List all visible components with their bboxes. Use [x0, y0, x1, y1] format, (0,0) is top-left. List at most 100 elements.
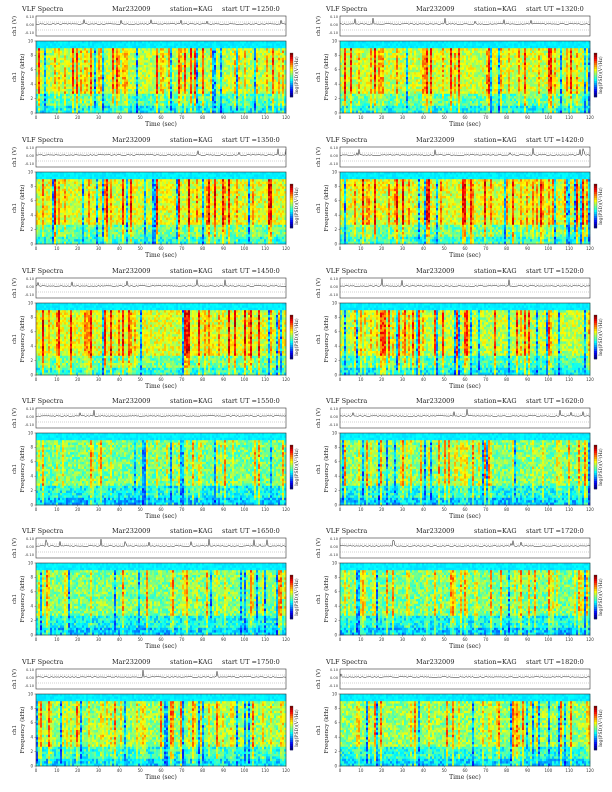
y-tick-label: 0 — [30, 632, 33, 637]
colorbar: log(PSD)(V²/Hz) — [289, 183, 300, 229]
spectrogram-panel: VLF Spectra Mar232009 station=KAG start UT … — [312, 136, 604, 265]
x-tick-label: 10 — [358, 115, 364, 120]
waveform-tick-label: 0.10 — [26, 537, 35, 541]
x-tick-label: 40 — [117, 507, 123, 512]
spectrogram: 0 10 20 30 40 50 60 70 80 90 100 110 120 0 2 4 6 8 10 Time … — [12, 430, 290, 520]
waveform-tick-label: 0.00 — [330, 154, 339, 158]
x-tick-label: 120 — [282, 768, 290, 773]
station-label: station=KAG — [474, 658, 517, 666]
x-tick-label: 40 — [117, 246, 123, 251]
y-tick-label: 8 — [30, 575, 33, 580]
y-tick-label: 6 — [334, 198, 337, 203]
y-tick-label: 0 — [30, 241, 33, 246]
y-tick-label: 2 — [30, 96, 33, 101]
y-tick-label: 6 — [30, 329, 33, 334]
colorbar: log(PSD)(V²/Hz) — [289, 314, 300, 360]
x-tick-label: 120 — [586, 507, 594, 512]
waveform-tick-label: 0.00 — [26, 285, 35, 289]
x-tick-label: 0 — [339, 377, 342, 382]
y-tick-label: 8 — [30, 184, 33, 189]
x-tick-label: 80 — [504, 115, 510, 120]
waveform-strip: 0.10 0.00 -0.10 ch1 (V) — [11, 407, 287, 429]
x-tick-label: 90 — [221, 377, 227, 382]
x-tick-label: 120 — [282, 637, 290, 642]
x-tick-label: 0 — [339, 246, 342, 251]
x-tick-label: 40 — [421, 768, 427, 773]
x-tick-label: 80 — [504, 246, 510, 251]
start-ut-label: start UT =1520:0 — [526, 267, 584, 275]
date-label: Mar232009 — [416, 136, 454, 144]
x-tick-label: 70 — [179, 637, 185, 642]
x-tick-label: 0 — [35, 768, 38, 773]
date-label: Mar232009 — [416, 527, 454, 535]
x-tick-label: 70 — [179, 115, 185, 120]
x-tick-label: 90 — [525, 507, 531, 512]
x-tick-label: 90 — [221, 115, 227, 120]
station-label: station=KAG — [170, 658, 213, 666]
waveform-axis-label: ch1 (V) — [11, 669, 18, 689]
x-tick-label: 30 — [400, 637, 406, 642]
y-tick-label: 6 — [334, 720, 337, 725]
vlf-label: VLF Spectra — [326, 397, 367, 405]
x-tick-label: 20 — [379, 507, 385, 512]
start-ut-label: start UT =1250:0 — [222, 5, 280, 13]
vlf-label: VLF Spectra — [326, 527, 367, 535]
waveform-trace — [339, 278, 591, 287]
x-axis-label: Time (sec) — [449, 252, 481, 259]
waveform-tick-label: 0.00 — [330, 545, 339, 549]
waveform-tick-label: 0.00 — [330, 285, 339, 289]
y-tick-label: 0 — [334, 241, 337, 246]
spectrogram-cells — [340, 563, 591, 636]
channel-side-label: ch1 — [12, 725, 18, 735]
x-tick-label: 110 — [565, 246, 573, 251]
waveform-tick-label: 0.10 — [26, 668, 35, 672]
x-tick-label: 10 — [54, 637, 60, 642]
station-label: station=KAG — [170, 527, 213, 535]
x-tick-label: 110 — [565, 507, 573, 512]
start-ut-label: start UT =1820:0 — [526, 658, 584, 666]
spectrogram-cells — [36, 694, 287, 767]
spectrogram-cells — [340, 303, 591, 376]
start-ut-label: start UT =1750:0 — [222, 658, 280, 666]
waveform-trace — [339, 409, 591, 417]
waveform-tick-label: -0.10 — [25, 684, 35, 688]
x-tick-label: 0 — [339, 507, 342, 512]
y-tick-label: 6 — [30, 459, 33, 464]
waveform-tick-label: 0.10 — [26, 15, 35, 19]
x-tick-label: 20 — [75, 377, 81, 382]
x-tick-label: 100 — [241, 768, 249, 773]
colorbar: log(PSD)(V²/Hz) — [593, 314, 604, 360]
x-tick-label: 50 — [442, 768, 448, 773]
waveform-tick-label: 0.00 — [26, 23, 35, 27]
x-tick-label: 70 — [179, 507, 185, 512]
start-ut-label: start UT =1650:0 — [222, 527, 280, 535]
x-tick-label: 10 — [54, 115, 60, 120]
x-tick-label: 70 — [483, 246, 489, 251]
colorbar-label: log(PSD)(V²/Hz) — [597, 56, 604, 94]
station-label: station=KAG — [474, 527, 517, 535]
waveform-tick-label: 0.00 — [330, 415, 339, 419]
waveform-tick-label: -0.10 — [329, 553, 339, 557]
x-tick-label: 10 — [358, 246, 364, 251]
x-axis-label: Time (sec) — [449, 774, 481, 781]
station-label: station=KAG — [170, 136, 213, 144]
spectrogram-panel: VLF Spectra Mar232009 station=KAG start UT … — [8, 397, 300, 526]
x-tick-label: 50 — [138, 768, 144, 773]
channel-side-label: ch1 — [316, 725, 322, 735]
y-tick-label: 10 — [332, 430, 338, 435]
date-label: Mar232009 — [112, 658, 150, 666]
x-tick-label: 60 — [158, 637, 164, 642]
waveform-axis-label: ch1 (V) — [315, 147, 322, 167]
waveform-tick-label: 0.00 — [330, 676, 339, 680]
x-tick-label: 60 — [158, 768, 164, 773]
y-tick-label: 8 — [334, 706, 337, 711]
waveform-axis-label: ch1 (V) — [315, 16, 322, 36]
x-tick-label: 80 — [200, 637, 206, 642]
x-tick-label: 100 — [241, 377, 249, 382]
y-tick-label: 8 — [334, 184, 337, 189]
waveform-strip: 0.10 0.00 -0.10 ch1 (V) — [11, 537, 287, 559]
waveform-tick-label: 0.10 — [330, 407, 339, 411]
waveform-tick-label: -0.10 — [329, 162, 339, 166]
